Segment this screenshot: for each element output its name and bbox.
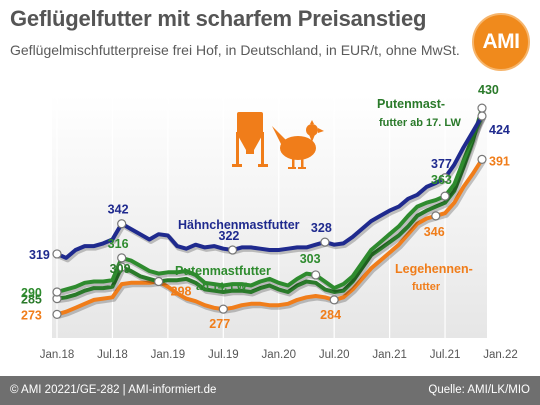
x-tick-label: Jan.20	[261, 349, 296, 361]
chicken-icon	[272, 120, 324, 169]
data-label-puten14: 316	[108, 237, 129, 251]
series-label-haehnchen: Hähnchenmastfutter	[178, 218, 300, 232]
data-point-lege	[329, 295, 339, 305]
data-label-lege: 277	[209, 317, 230, 331]
x-tick-label: Jan.22	[483, 349, 518, 361]
x-tick-label: Jan.19	[151, 349, 186, 361]
series-line-puten17	[56, 107, 484, 301]
footer-bar: © AMI 20221/GE-282 | AMI-informiert.de Q…	[0, 376, 540, 405]
data-label-lege: 284	[320, 308, 341, 322]
data-point-lege	[477, 154, 487, 164]
data-label-haehnchen: 424	[489, 123, 510, 137]
x-tick-label: Jul.18	[97, 349, 128, 361]
data-point-lege	[431, 211, 441, 221]
x-tick-label: Jul.19	[208, 349, 239, 361]
series-label-lege: futter	[412, 281, 441, 293]
footer-copyright: © AMI 20221/GE-282 | AMI-informiert.de	[10, 384, 217, 396]
x-tick-label: Jul.20	[319, 349, 350, 361]
series-label-puten14: Putenmastfutter	[175, 264, 271, 278]
data-label-puten17: 430	[478, 83, 499, 97]
data-point-lege	[218, 304, 228, 314]
data-label-puten17: 309	[110, 262, 131, 276]
footer-source: Quelle: AMI/LK/MIO	[428, 384, 530, 396]
page-title: Geflügelfutter mit scharfem Preisanstieg	[10, 6, 427, 31]
data-label-lege: 391	[489, 154, 510, 168]
line-chart: Jan.18 Jul.18 Jan.19 Jul.19 Jan.20 Jul.20 Jan.…	[21, 83, 518, 361]
data-label-puten17: 285	[21, 293, 42, 307]
feed-silo-icon	[232, 112, 268, 167]
data-point-lege	[154, 276, 164, 287]
data-label-lege: 346	[424, 225, 445, 239]
data-label-lege: 273	[21, 308, 42, 322]
series-label-puten17: Putenmast-	[377, 97, 445, 111]
data-point-puten14	[440, 191, 450, 201]
data-point-puten17	[117, 262, 127, 272]
series-line-lege	[56, 158, 484, 317]
data-point-haehnchen	[320, 237, 330, 247]
data-point-haehnchen	[440, 173, 450, 183]
data-point-haehnchen	[477, 111, 487, 121]
page-subtitle: Geflügelmischfutterpreise frei Hof, in D…	[10, 42, 460, 58]
data-label-haehnchen: 342	[108, 203, 129, 217]
data-label-lege: 298	[171, 285, 192, 299]
data-point-puten14	[52, 287, 62, 297]
x-tick-label: Jul.21	[430, 349, 461, 361]
series-label-lege: Legehennen-	[395, 262, 473, 276]
series-line-puten14	[56, 115, 484, 294]
data-label-puten14: 290	[21, 286, 42, 300]
data-point-lege	[52, 309, 62, 319]
data-point-haehnchen	[117, 219, 127, 229]
data-label-haehnchen: 322	[219, 229, 240, 243]
data-point-puten14	[311, 270, 321, 280]
series-line-haehnchen	[56, 114, 484, 260]
data-point-haehnchen	[52, 249, 62, 259]
data-label-haehnchen: 377	[431, 157, 452, 171]
data-point-puten17	[477, 103, 487, 113]
data-point-puten14	[117, 253, 127, 263]
ami-logo: AMI	[472, 13, 530, 71]
series-label-puten17: futter ab 17. LW	[379, 117, 462, 129]
data-label-haehnchen: 328	[311, 221, 332, 235]
series-label-puten14: ab 14. LW	[196, 281, 247, 293]
data-point-haehnchen	[227, 245, 238, 255]
data-label-haehnchen: 319	[29, 248, 50, 262]
data-label-puten14: 303	[300, 252, 321, 266]
x-tick-label: Jan.21	[372, 349, 407, 361]
x-tick-label: Jan.18	[40, 349, 75, 361]
data-label-puten14: 363	[431, 173, 452, 187]
